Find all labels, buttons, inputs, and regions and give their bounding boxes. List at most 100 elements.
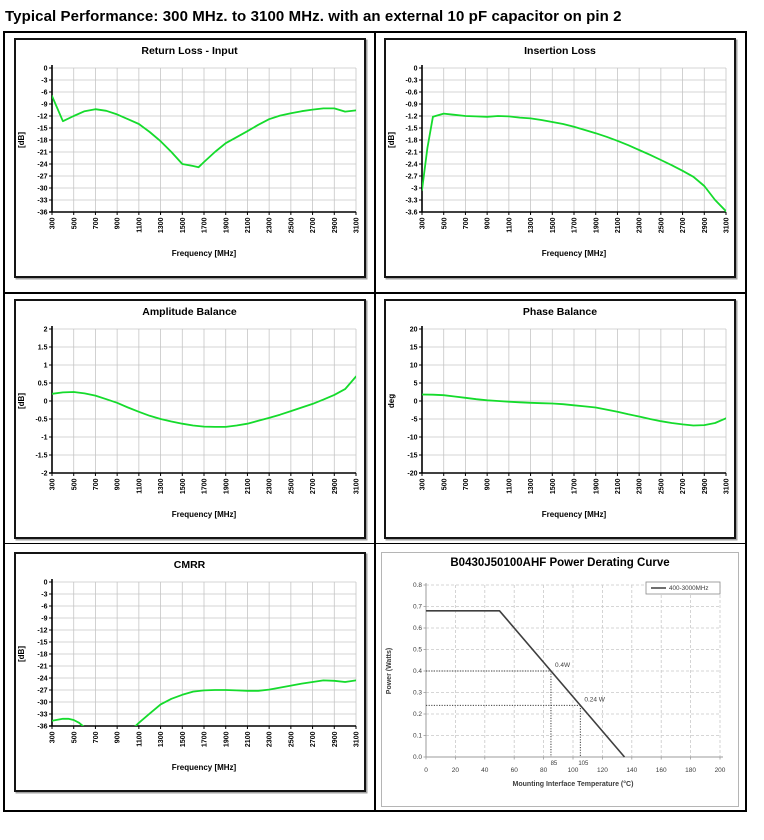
chart-panel-phase-balance: Phase Balance -20 -15 -10 -5 0 5 10 15 20 300 500 7… bbox=[384, 298, 736, 539]
svg-text:-6: -6 bbox=[41, 603, 47, 610]
svg-text:-27: -27 bbox=[37, 687, 47, 694]
svg-text:2700: 2700 bbox=[310, 731, 317, 747]
svg-text:2900: 2900 bbox=[331, 478, 338, 494]
curve-400-3000MHz bbox=[426, 609, 626, 758]
chart-cell-power-derating: B0430J50100AHF Power Derating Curve 0.0 0… bbox=[375, 544, 745, 810]
svg-text:-0.3: -0.3 bbox=[405, 77, 417, 84]
svg-text:-15: -15 bbox=[37, 639, 47, 646]
svg-text:-0.5: -0.5 bbox=[35, 416, 47, 423]
svg-text:1100: 1100 bbox=[136, 478, 143, 493]
svg-text:2: 2 bbox=[43, 326, 47, 333]
svg-text:[dB]: [dB] bbox=[17, 392, 26, 408]
svg-text:-3.6: -3.6 bbox=[405, 209, 417, 216]
svg-text:500: 500 bbox=[71, 731, 78, 743]
svg-text:2900: 2900 bbox=[702, 478, 709, 494]
svg-text:0.3: 0.3 bbox=[413, 690, 422, 697]
svg-text:-0.9: -0.9 bbox=[405, 101, 417, 108]
chart-cell-insertion-loss: Insertion Loss -3.6 -3.3 -3 -2.7 -2.4 -2.1 -1.… bbox=[375, 33, 745, 292]
svg-text:-5: -5 bbox=[411, 416, 417, 423]
svg-text:700: 700 bbox=[93, 731, 100, 743]
svg-text:[dB]: [dB] bbox=[17, 132, 26, 148]
svg-text:100: 100 bbox=[568, 767, 579, 774]
svg-text:1500: 1500 bbox=[179, 217, 186, 233]
svg-text:300: 300 bbox=[49, 731, 56, 743]
svg-text:200: 200 bbox=[715, 767, 726, 774]
svg-text:2500: 2500 bbox=[658, 217, 665, 233]
svg-text:1: 1 bbox=[43, 362, 47, 369]
phase-balance-chart: -20 -15 -10 -5 0 5 10 15 20 300 500 700 900 1100 1300 1… bbox=[387, 325, 731, 519]
svg-text:1.5: 1.5 bbox=[37, 344, 47, 351]
svg-text:400-3000MHz: 400-3000MHz bbox=[669, 585, 709, 592]
svg-text:-1.8: -1.8 bbox=[405, 137, 417, 144]
svg-text:500: 500 bbox=[441, 478, 448, 490]
svg-text:5: 5 bbox=[414, 380, 418, 387]
svg-text:2700: 2700 bbox=[310, 217, 317, 233]
chart-panel-insertion-loss: Insertion Loss -3.6 -3.3 -3 -2.7 -2.4 -2.1 -1.… bbox=[384, 38, 736, 278]
page-title: Typical Performance: 300 MHz. to 3100 MH… bbox=[5, 8, 622, 25]
svg-text:300: 300 bbox=[49, 217, 56, 229]
svg-text:-6: -6 bbox=[41, 89, 47, 96]
svg-text:2700: 2700 bbox=[310, 478, 317, 494]
svg-text:-2.1: -2.1 bbox=[405, 149, 417, 156]
svg-text:1900: 1900 bbox=[223, 217, 230, 233]
svg-text:2900: 2900 bbox=[331, 217, 338, 233]
chart-cell-phase-balance: Phase Balance -20 -15 -10 -5 0 5 10 15 20 300 500 7… bbox=[375, 293, 745, 543]
svg-text:700: 700 bbox=[463, 478, 470, 490]
svg-text:1300: 1300 bbox=[158, 217, 165, 233]
svg-text:-3: -3 bbox=[411, 185, 417, 192]
insertion-loss-chart: -3.6 -3.3 -3 -2.7 -2.4 -2.1 -1.8 -1.5 -1.2 -0.9 -0… bbox=[387, 65, 731, 258]
svg-text:700: 700 bbox=[93, 478, 100, 490]
svg-text:-2.7: -2.7 bbox=[405, 173, 417, 180]
svg-text:2500: 2500 bbox=[288, 731, 295, 747]
svg-text:60: 60 bbox=[511, 767, 519, 774]
svg-text:2700: 2700 bbox=[680, 217, 687, 233]
svg-text:3100: 3100 bbox=[353, 731, 360, 747]
svg-text:300: 300 bbox=[49, 478, 56, 490]
svg-text:-1.5: -1.5 bbox=[35, 452, 47, 459]
svg-text:1900: 1900 bbox=[223, 478, 230, 494]
svg-text:15: 15 bbox=[410, 344, 418, 351]
chart-title-power-derating: B0430J50100AHF Power Derating Curve bbox=[450, 557, 670, 569]
svg-text:Mounting Interface Temperature: Mounting Interface Temperature (°C) bbox=[513, 780, 634, 788]
svg-text:900: 900 bbox=[114, 217, 121, 229]
curve-insertion-loss bbox=[422, 112, 726, 212]
svg-text:500: 500 bbox=[71, 217, 78, 229]
svg-text:0.5: 0.5 bbox=[413, 647, 422, 654]
svg-text:-24: -24 bbox=[37, 675, 47, 682]
svg-text:2300: 2300 bbox=[637, 478, 644, 494]
svg-text:1300: 1300 bbox=[158, 731, 165, 747]
svg-text:-10: -10 bbox=[407, 434, 417, 441]
performance-chart-grid: Return Loss - Input -36 -33 -30 -27 -24 -21 -1… bbox=[3, 31, 747, 812]
svg-text:1500: 1500 bbox=[550, 478, 557, 494]
svg-text:900: 900 bbox=[114, 731, 121, 743]
svg-text:1900: 1900 bbox=[223, 731, 230, 747]
curve-phase-balance bbox=[422, 393, 726, 426]
svg-text:3100: 3100 bbox=[353, 478, 360, 494]
svg-text:Frequency [MHz]: Frequency [MHz] bbox=[171, 249, 236, 258]
svg-text:20: 20 bbox=[452, 767, 460, 774]
svg-text:900: 900 bbox=[114, 478, 121, 490]
chart-title-insertion-loss: Insertion Loss bbox=[524, 45, 596, 57]
svg-text:2500: 2500 bbox=[288, 478, 295, 494]
svg-text:-3.3: -3.3 bbox=[405, 197, 417, 204]
chart-cell-amplitude-balance: Amplitude Balance -2 -1.5 -1 -0.5 0 0.5 1 1.5 2 3… bbox=[5, 293, 374, 543]
svg-text:-1.5: -1.5 bbox=[405, 125, 417, 132]
svg-text:300: 300 bbox=[420, 478, 427, 490]
svg-text:Frequency [MHz]: Frequency [MHz] bbox=[171, 763, 236, 772]
svg-text:180: 180 bbox=[685, 767, 696, 774]
svg-text:-9: -9 bbox=[41, 615, 47, 622]
svg-text:2100: 2100 bbox=[615, 478, 622, 494]
chart-title-return-loss-input: Return Loss - Input bbox=[141, 45, 238, 57]
svg-text:2100: 2100 bbox=[245, 478, 252, 494]
svg-text:0: 0 bbox=[43, 398, 47, 405]
svg-text:2500: 2500 bbox=[658, 478, 665, 494]
curve-cmrr-high-segment bbox=[133, 679, 356, 726]
svg-text:80: 80 bbox=[540, 767, 548, 774]
svg-text:-36: -36 bbox=[37, 723, 47, 730]
svg-text:-21: -21 bbox=[37, 149, 47, 156]
svg-text:0.7: 0.7 bbox=[413, 604, 422, 611]
chart-panel-amplitude-balance: Amplitude Balance -2 -1.5 -1 -0.5 0 0.5 1 1.5 2 3… bbox=[13, 298, 366, 539]
chart-title-phase-balance: Phase Balance bbox=[522, 305, 598, 318]
svg-text:0.4W: 0.4W bbox=[555, 662, 571, 669]
